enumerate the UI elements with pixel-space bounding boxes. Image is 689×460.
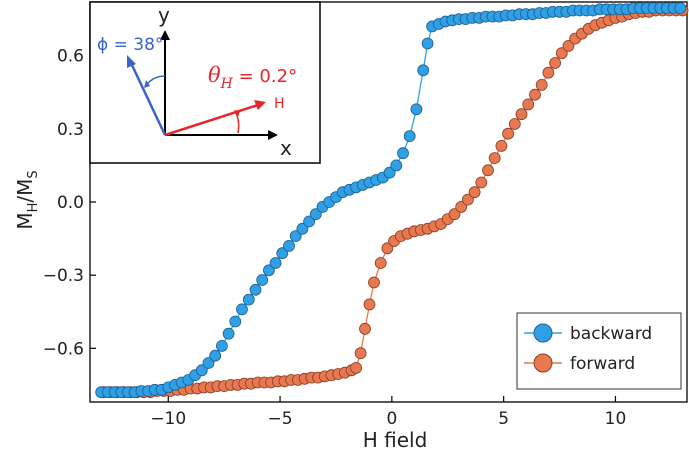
data-point-backward [276,247,289,260]
y-axis-label: MH/MS [13,170,41,229]
data-point-backward [256,274,269,286]
data-point-forward [350,361,363,374]
x-tick-label: 5 [498,409,509,429]
inset-x-label: x [280,136,292,160]
data-point-forward [482,164,494,177]
y-tick-label: 0.6 [57,47,84,67]
y-tick-label: 0.3 [57,120,84,140]
y-ticks: −0.6 −0.3 0.0 0.3 0.6 [43,47,96,359]
data-point-forward [448,208,461,221]
data-point-forward [359,322,371,335]
data-point-forward [502,127,515,140]
series-backward [95,2,687,399]
data-point-backward [674,2,687,15]
data-point-forward [468,186,481,199]
theta-symbol: θ [208,63,221,87]
data-point-backward [215,339,228,352]
inset-y-arrowhead [160,30,170,40]
data-point-backward [390,159,403,172]
data-point-backward [383,166,396,179]
data-point-backward [249,283,262,296]
data-point-forward [508,118,521,130]
series-layer [95,2,689,399]
data-point-backward [309,208,322,221]
data-point-backward [283,239,295,252]
data-point-forward [522,98,535,111]
data-point-backward [229,315,242,328]
data-point-forward [461,193,474,206]
data-point-forward [363,298,376,311]
x-axis-label: H field [363,428,428,452]
x-tick-label: −10 [150,409,186,429]
data-point-backward [403,130,416,143]
data-point-forward [475,176,488,189]
data-point-forward [529,88,541,101]
y-tick-label: 0.0 [57,193,84,213]
data-point-backward [269,257,282,269]
data-point-backward [410,103,423,116]
inset-frame [89,1,321,164]
inset-x-arrowhead [268,130,278,140]
data-point-forward [455,200,468,213]
legend: backward forward [516,312,682,390]
data-point-backward [242,293,255,306]
data-point-forward [381,242,394,255]
h-label: H [274,96,285,112]
data-point-backward [421,37,434,50]
data-point-backward [236,303,248,316]
y-label-mid: /M [13,179,37,203]
legend-label-backward: backward [570,324,652,344]
x-tick-label: −5 [268,409,293,429]
phi-arrow [129,62,167,136]
data-point-backward [195,364,208,377]
legend-marker-forward [533,353,553,373]
data-point-forward [542,66,555,79]
legend-marker-backward [533,323,553,343]
theta-sub: H [220,76,234,92]
x-ticks: −10 −5 0 5 10 [150,396,626,429]
y-tick-label: −0.6 [43,339,84,359]
phi-arc-arrowhead [144,80,150,88]
data-point-backward [262,264,275,277]
inset: x y ϕ = 38° θH = 0.2° H [89,1,321,164]
phi-arrowhead [127,55,136,68]
data-point-forward [488,152,501,165]
data-point-forward [549,57,561,69]
phi-label: ϕ = 38° [97,35,163,55]
theta-arrowhead [254,100,266,110]
theta-arrow [164,103,259,137]
data-point-backward [417,64,430,77]
data-point-backward [289,230,302,243]
data-point-backward [209,349,222,362]
theta-value: = 0.2° [233,66,297,87]
y-label-sub2: S [26,170,41,178]
theta-arc-arrowhead [234,110,240,117]
y-label-sub1: H [26,203,41,213]
data-point-backward [397,147,409,160]
theta-label: θH = 0.2° [208,63,297,92]
x-tick-label: 0 [386,409,397,429]
data-point-forward [535,79,548,91]
data-point-forward [354,347,367,360]
data-point-forward [515,108,528,121]
inset-y-label: y [158,3,170,27]
data-point-forward [562,40,575,52]
legend-label-forward: forward [570,354,635,374]
data-point-backward [296,222,309,235]
x-tick-label: 10 [605,409,627,429]
data-point-forward [374,257,387,269]
y-label-main: M [13,212,37,229]
y-tick-label: −0.3 [43,266,84,286]
data-point-forward [495,139,508,152]
data-point-forward [555,47,568,60]
data-point-backward [303,215,316,228]
data-point-backward [222,327,235,340]
data-point-backward [202,357,215,369]
data-point-forward [368,276,380,289]
